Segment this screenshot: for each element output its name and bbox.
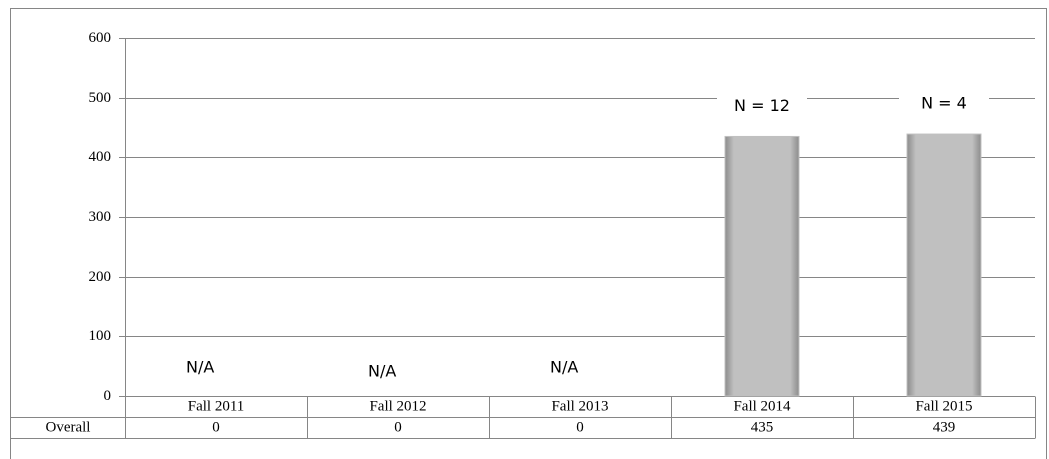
x-tick-label: Fall 2014	[733, 398, 791, 414]
bar	[906, 133, 982, 397]
x-tick-label: Fall 2012	[369, 398, 426, 414]
table-value: 435	[751, 419, 774, 435]
bar	[724, 135, 800, 397]
y-tick-label: 0	[104, 388, 112, 404]
x-tick-label: Fall 2015	[915, 398, 972, 414]
y-tick-label: 200	[89, 269, 112, 285]
table-value: 0	[394, 419, 402, 435]
x-tick-label: Fall 2011	[188, 398, 245, 414]
chart-frame	[10, 8, 1047, 459]
data-label: N = 4	[921, 94, 967, 113]
data-label: N/A	[186, 358, 214, 377]
series-name: Overall	[46, 419, 91, 435]
label-bg	[899, 92, 989, 117]
y-tick-label: 300	[89, 209, 112, 225]
table-value: 0	[212, 419, 220, 435]
table-value: 0	[576, 419, 584, 435]
data-label: N = 12	[734, 96, 790, 115]
y-tick-label: 400	[89, 149, 112, 165]
y-tick-label: 600	[89, 30, 112, 46]
y-tick-label: 100	[89, 328, 112, 344]
label-bg	[717, 94, 807, 119]
data-label: N/A	[550, 358, 578, 377]
x-tick-label: Fall 2013	[551, 398, 608, 414]
data-label: N/A	[368, 362, 396, 381]
table-value: 439	[933, 419, 956, 435]
y-tick-label: 500	[89, 90, 112, 106]
